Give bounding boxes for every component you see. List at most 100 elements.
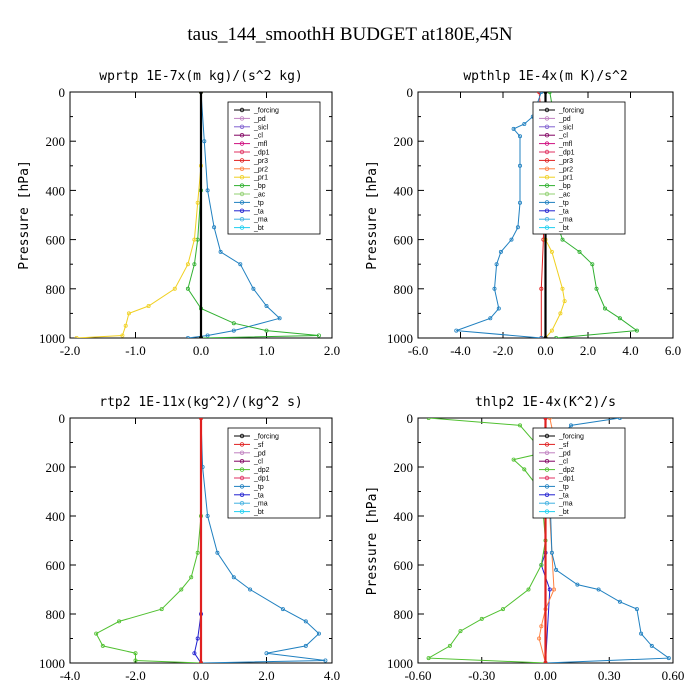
series-point-tp	[549, 550, 554, 555]
series-point-dp1	[500, 607, 505, 612]
legend-entry-bp: _bp	[253, 183, 266, 190]
series-point-tp	[231, 328, 236, 333]
series-point-bp	[185, 286, 190, 291]
x-tick-label: -4.0	[60, 668, 81, 683]
series-point-tp	[539, 336, 544, 338]
legend-marker-dp1	[239, 149, 245, 155]
legend-entry-pd: _pd	[253, 450, 266, 457]
series-point-bp	[617, 316, 622, 321]
series-point-dp1	[189, 575, 194, 580]
series-point-pr1	[123, 323, 128, 328]
legend-entry-dp1: _dp1	[558, 476, 575, 483]
legend-entry-dp2: _dp2	[253, 467, 270, 474]
chart-panel-1: wprtp 1E-7x(m kg)/(s^2 kg) 0 200 400 600 800 1…	[17, 69, 340, 358]
series-line-pr1	[76, 92, 202, 338]
series-point-dp1	[479, 616, 484, 621]
series-point-pd	[539, 624, 544, 629]
legend-entry-dp2: _dp2	[558, 467, 575, 474]
legend-entry-bt: _bt	[558, 509, 569, 516]
series-point-tp	[231, 575, 236, 580]
series-point-pr1	[195, 200, 200, 205]
series-point-dp1	[133, 658, 138, 663]
x-tick-label: 2.0	[258, 668, 274, 683]
legend-marker-ta	[239, 492, 245, 497]
series-point-pr1	[558, 311, 563, 316]
x-tick-label: -0.30	[468, 668, 495, 683]
y-tick-label: 400	[46, 509, 66, 524]
legend-entry-pd: _pd	[558, 116, 571, 123]
series-point-tp	[264, 651, 269, 656]
series-point-pr1	[560, 286, 565, 291]
legend-marker-dp1	[544, 475, 550, 481]
series-point-tp	[639, 631, 644, 636]
legend-marker-bp	[239, 183, 245, 188]
legend-entry-ta: _ta	[558, 208, 569, 215]
y-tick-label: 400	[394, 183, 414, 198]
series-point-tp	[303, 619, 308, 624]
legend-marker-sicl	[239, 124, 245, 129]
series-point-tp	[569, 423, 574, 428]
legend-entry-bt: _bt	[253, 225, 264, 232]
series-point-dp1	[179, 587, 184, 592]
series-point-tp	[539, 92, 544, 94]
series-point-bp	[577, 249, 582, 254]
legend-entry-pr3: _pr3	[253, 158, 268, 165]
legend-entry-ma: _ma	[558, 501, 573, 508]
legend-marker-dp1	[544, 149, 550, 155]
series-point-tp	[454, 328, 459, 333]
legend-entry-tp: _tp	[558, 484, 569, 491]
legend-marker-pr2	[544, 166, 550, 171]
legend-marker-pr1	[239, 174, 245, 180]
legend-entry-ma: _ma	[253, 501, 268, 508]
legend-entry-dp1: _dp1	[253, 150, 270, 157]
legend-entry-ac: _ac	[253, 192, 266, 199]
series-point-pr1	[192, 237, 197, 242]
x-tick-label: 2.0	[324, 343, 340, 358]
legend-marker-pd	[239, 116, 245, 121]
series-point-pr3	[539, 286, 544, 291]
x-tick-label: 0.0	[537, 343, 553, 358]
series-point-tp	[617, 599, 622, 604]
x-tick-label: 1.0	[258, 343, 274, 358]
series-point-bp	[590, 262, 595, 267]
legend-entry-bt: _bt	[558, 225, 569, 232]
legend-entry-pr1: _pr1	[253, 175, 268, 182]
series-point-tp	[248, 587, 253, 592]
series-point-tp	[596, 587, 601, 592]
series-point-pd	[547, 418, 552, 420]
series-point-bp	[560, 237, 565, 242]
series-point-bp	[231, 321, 236, 326]
series-point-tp	[666, 656, 671, 661]
series-point-forcing	[199, 418, 203, 420]
legend-entry-forcing: _forcing	[558, 434, 584, 441]
legend-marker-ta	[544, 208, 550, 213]
legend-marker-pd	[544, 116, 550, 121]
series-point-pd	[537, 636, 542, 641]
series-point-tp	[277, 316, 282, 321]
legend-entry-pr3: _pr3	[558, 158, 573, 165]
legend-marker-sf	[544, 442, 550, 447]
legend-box	[227, 101, 321, 235]
series-point-tp	[218, 249, 223, 254]
series-line-tp	[200, 418, 326, 663]
series-point-dp1	[133, 651, 138, 656]
y-tick-label: 1000	[387, 331, 413, 346]
series-point-tp	[205, 188, 210, 193]
legend-entry-bp: _bp	[558, 183, 571, 190]
legend-marker-forcing	[239, 107, 245, 113]
series-point-tp	[280, 607, 285, 612]
series-point-tp	[617, 418, 622, 420]
series-point-ta	[192, 651, 197, 656]
series-point-tp	[215, 550, 220, 555]
series-point-dp1	[526, 587, 531, 592]
series-point-dp1	[458, 629, 463, 634]
series-point-bp	[594, 286, 599, 291]
series-point-tp	[238, 262, 243, 267]
legend-entry-forcing: _forcing	[558, 108, 584, 115]
legend-entry-pr2: _pr2	[558, 166, 573, 173]
legend-entry-pd: _pd	[558, 450, 571, 457]
legend-marker-pd	[239, 450, 245, 455]
panel-title: rtp2 1E-11x(kg^2)/(kg^2 s)	[99, 395, 303, 410]
x-tick-label: -0.60	[404, 668, 431, 683]
legend-entry-pr1: _pr1	[558, 175, 573, 182]
